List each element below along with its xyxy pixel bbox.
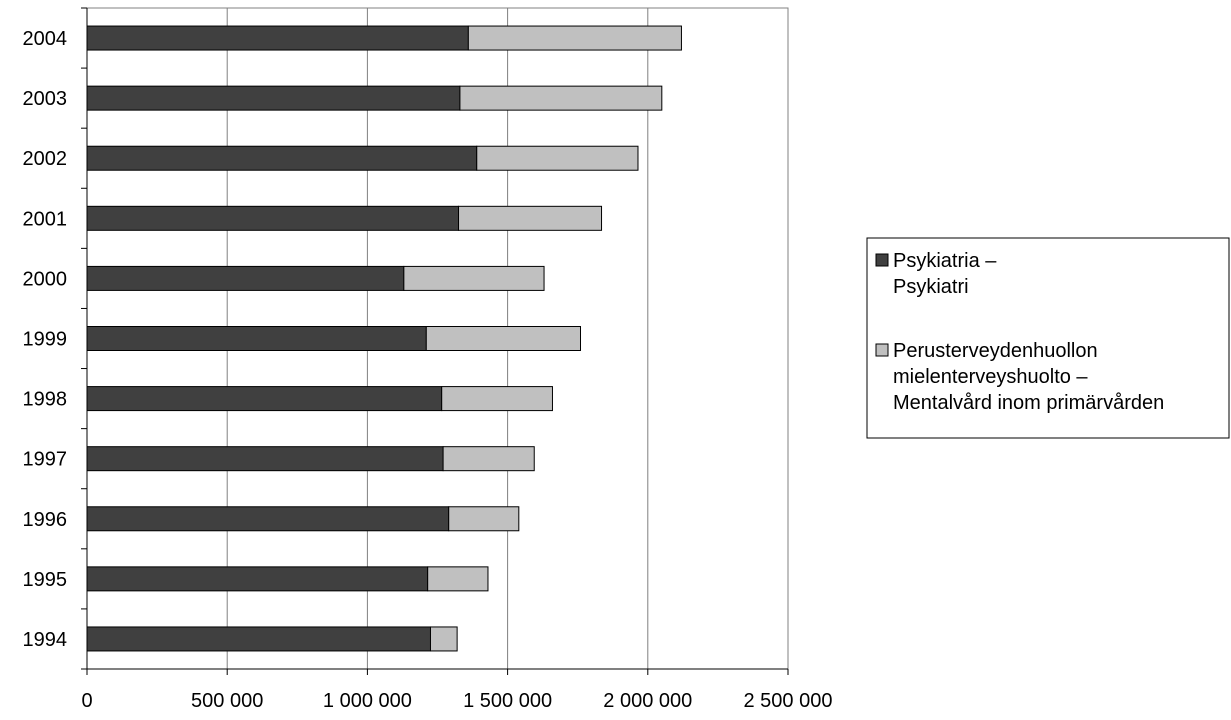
y-tick-label: 2001	[23, 208, 68, 230]
bar-segment-1999-series-1	[86, 326, 427, 351]
bar-segment-2001-series-1	[86, 205, 460, 231]
y-tick-label: 1999	[23, 329, 68, 351]
y-tick-label: 2002	[23, 148, 68, 170]
bar-segment-1996-series-1	[86, 506, 450, 532]
y-tick-label: 1994	[23, 629, 68, 651]
x-tick-label: 0	[81, 690, 92, 712]
bar-segment-2003-series-2	[459, 85, 663, 111]
legend-box	[866, 237, 1230, 439]
bar-segment-1997-series-1	[86, 446, 444, 472]
bar-segment-2004-series-1	[86, 25, 469, 51]
bar-segment-2002-series-2	[476, 145, 639, 171]
y-tick-label: 1995	[23, 569, 68, 591]
x-tick-label: 500 000	[191, 690, 263, 712]
bar-segment-1994-series-1	[86, 626, 431, 652]
bar-segment-1996-series-2	[448, 506, 520, 532]
x-tick-label: 2 000 000	[603, 690, 692, 712]
bar-segment-2004-series-2	[467, 25, 682, 51]
axes	[86, 7, 789, 670]
bar-segment-2003-series-1	[86, 85, 461, 111]
y-tick-label: 1997	[23, 449, 68, 471]
bar-segment-1998-series-2	[441, 386, 553, 412]
y-tick-label: 2003	[23, 88, 68, 110]
x-tick-label: 1 500 000	[463, 690, 552, 712]
legend-label-series-1: Psykiatri	[893, 276, 969, 298]
bar-segment-1999-series-2	[425, 326, 582, 351]
bar-segment-2000-series-1	[86, 265, 405, 291]
y-tick-label: 1998	[23, 389, 68, 411]
legend-label-series-2: Mentalvård inom primärvården	[893, 392, 1164, 414]
y-tick-label: 2004	[23, 28, 68, 50]
legend-label-series-2: mielenterveyshuolto –	[893, 366, 1088, 388]
bar-segment-1997-series-2	[442, 446, 535, 472]
x-axis-ticks: 0 500 000 1 000 000 1 500 000 2 000 000 2 500…	[81, 669, 832, 712]
bar-segment-2000-series-2	[403, 265, 545, 291]
x-tick-label: 1 000 000	[323, 690, 412, 712]
bar-segment-2001-series-2	[458, 205, 603, 231]
legend-swatch-series-2	[875, 343, 889, 357]
bar-segment-2002-series-1	[86, 145, 478, 171]
bar-segment-1998-series-1	[86, 386, 443, 412]
x-tick-label: 2 500 000	[744, 690, 833, 712]
y-axis-ticks: 2004 2003 2002 2001 2000 1999 1998 1997 1996 1995…	[23, 7, 87, 670]
legend-swatch-series-1	[875, 253, 889, 267]
y-tick-label: 1996	[23, 509, 68, 531]
bar-segment-1994-series-2	[429, 626, 458, 652]
y-tick-label: 2000	[23, 268, 68, 290]
legend-label-series-1: Psykiatria –	[893, 250, 997, 272]
bar-segment-1995-series-1	[86, 566, 429, 592]
bars	[86, 25, 682, 652]
legend: Psykiatria – Psykiatri Perusterveydenhuoll…	[866, 237, 1230, 439]
legend-label-series-2: Perusterveydenhuollon	[893, 340, 1098, 362]
bar-segment-1995-series-2	[427, 566, 489, 592]
